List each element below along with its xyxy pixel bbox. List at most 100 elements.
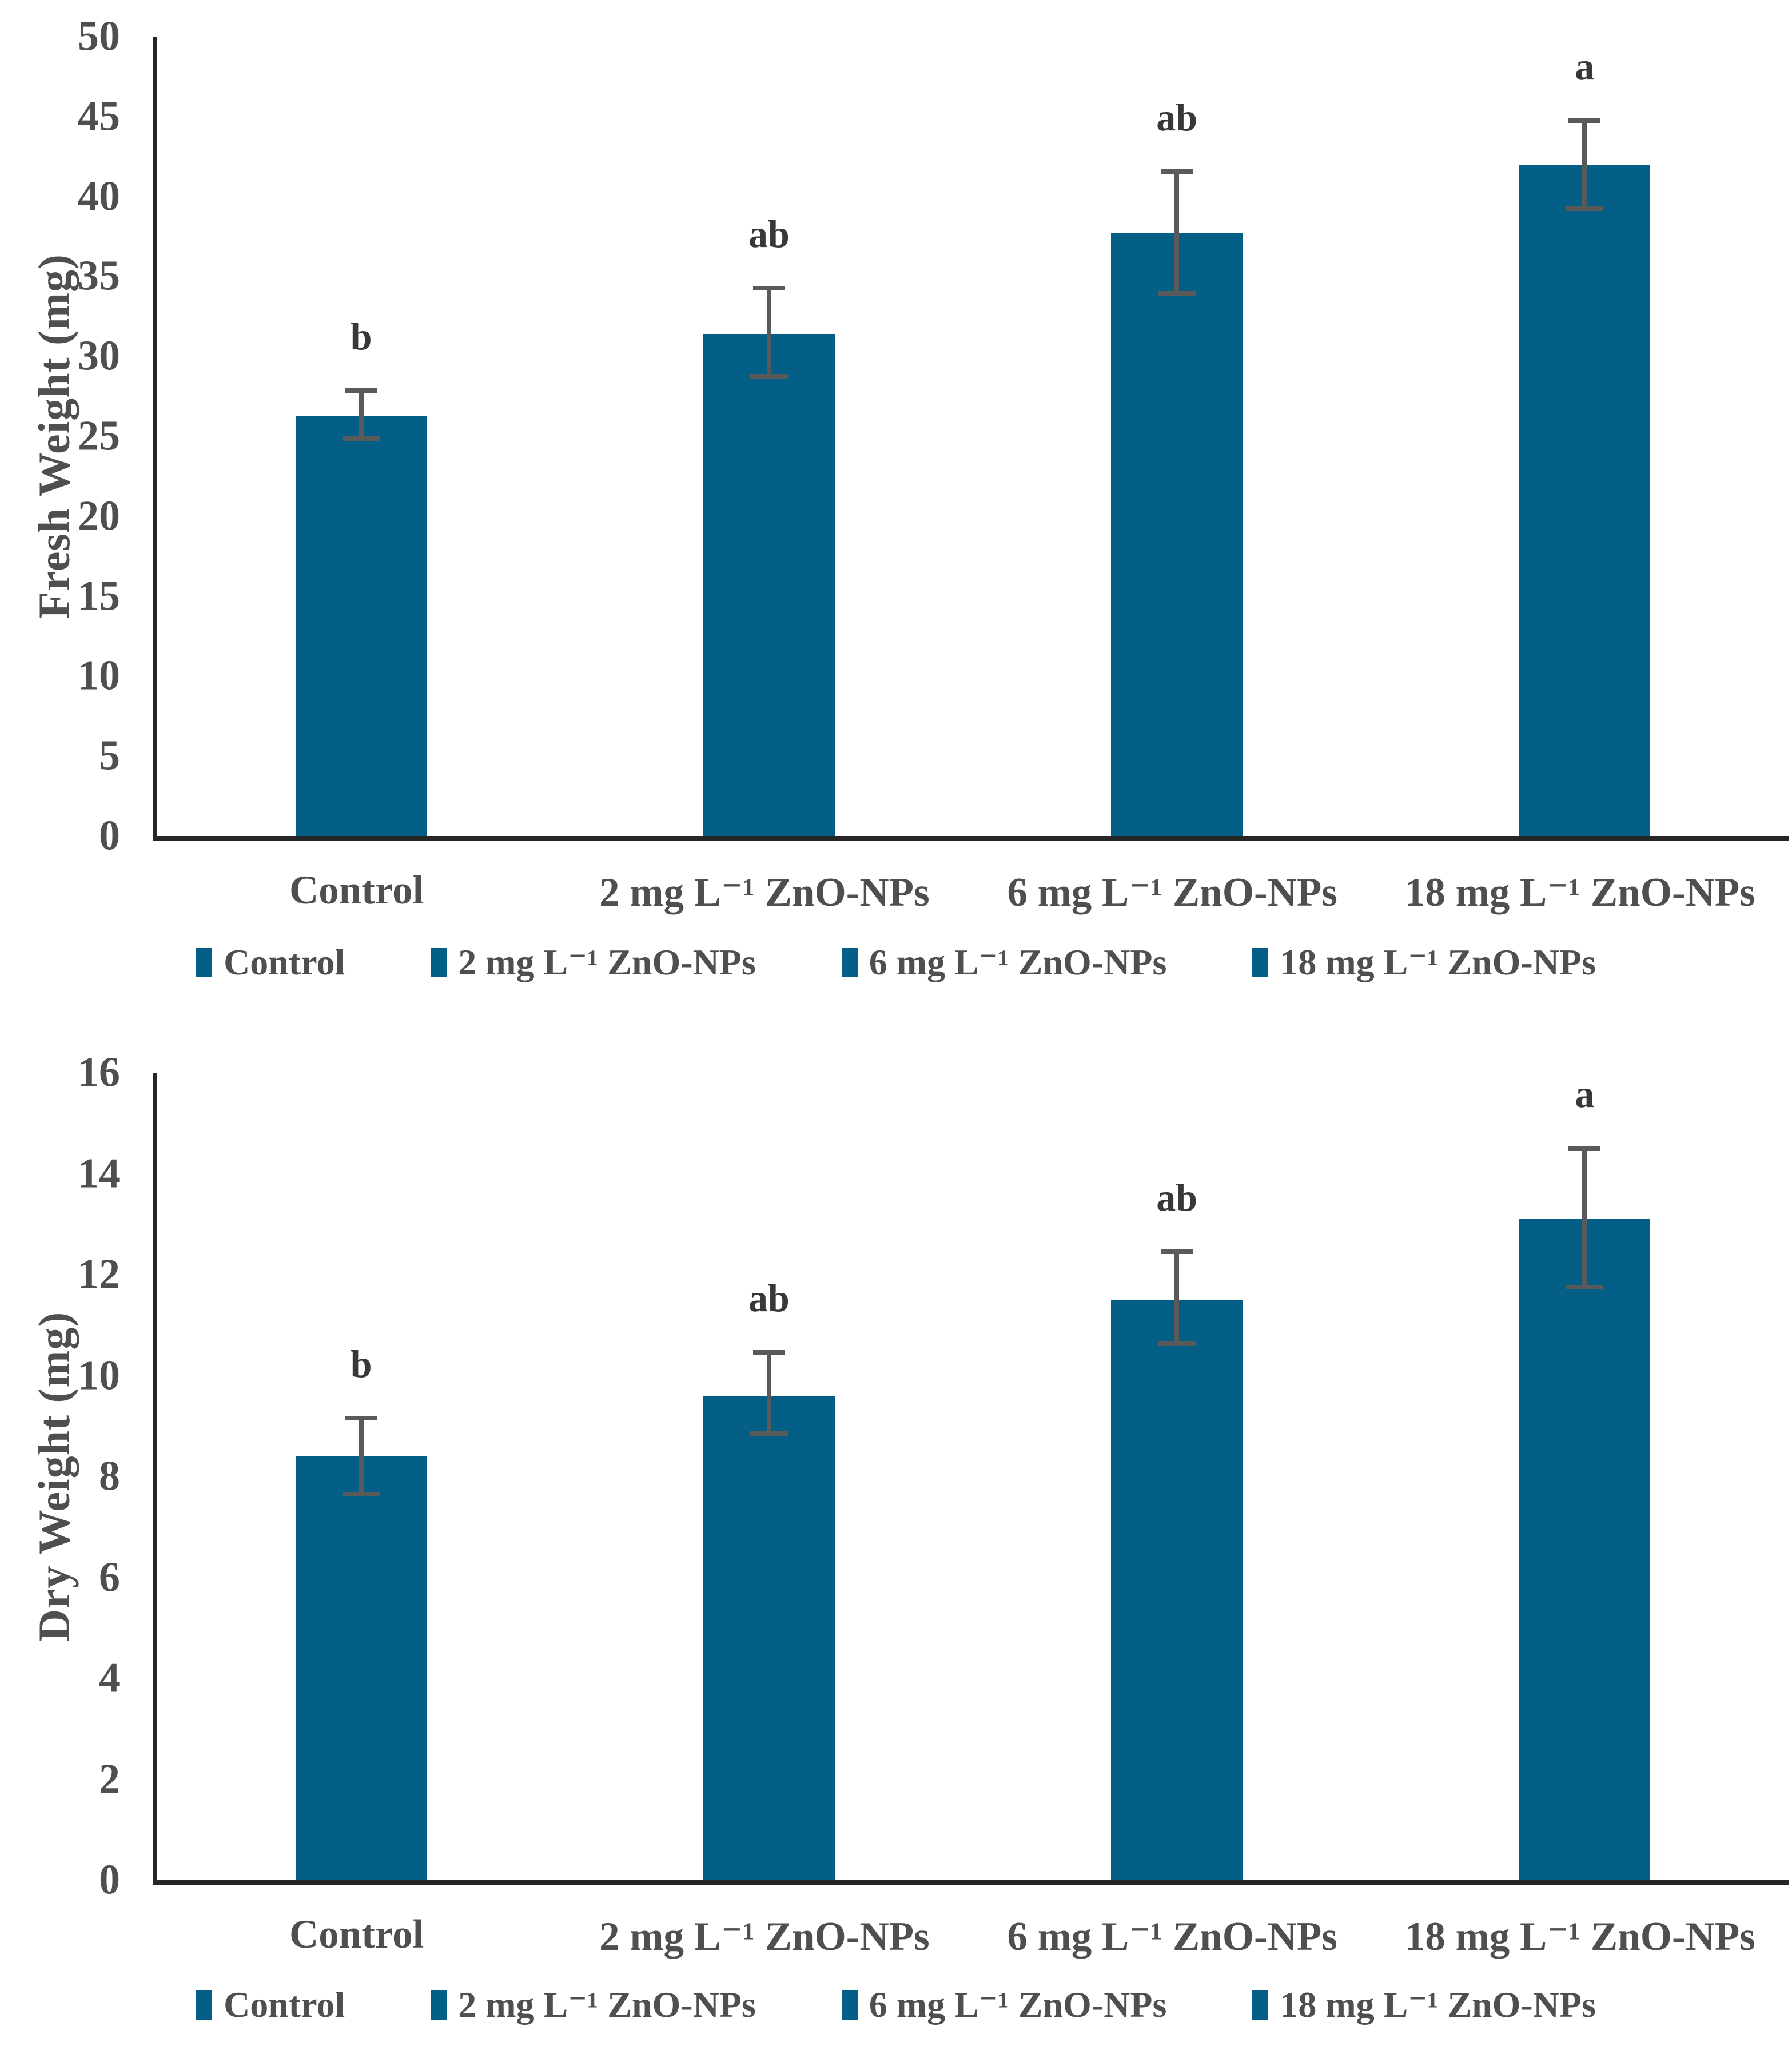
x-category-label: 2 mg L⁻¹ ZnO-NPs xyxy=(599,870,930,915)
y-tick-label: 0 xyxy=(99,1856,120,1904)
error-bar-top-cap xyxy=(1568,1145,1601,1151)
x-axis-labels: Control 2 mg L⁻¹ ZnO-NPs 6 mg L⁻¹ ZnO-NPs 1… xyxy=(153,867,1784,936)
legend-marker-icon xyxy=(431,1989,447,2020)
y-tick-label: 8 xyxy=(99,1452,120,1500)
significance-letter: b xyxy=(350,315,372,359)
error-bar-top-cap xyxy=(1568,118,1601,123)
bar xyxy=(1519,164,1651,836)
x-category-label: 6 mg L⁻¹ ZnO-NPs xyxy=(1007,1914,1337,1959)
x-category-label: Control xyxy=(289,868,424,913)
y-tick-label: 45 xyxy=(78,93,120,140)
legend-item: Control xyxy=(196,1984,345,2026)
error-bar xyxy=(766,286,771,379)
y-tick-label: 12 xyxy=(78,1251,120,1298)
error-bar-bottom-cap xyxy=(1566,206,1604,211)
y-tick-label: 40 xyxy=(78,173,120,220)
significance-letter: a xyxy=(1575,44,1595,88)
y-tick-label: 15 xyxy=(78,572,120,620)
error-bar-bottom-cap xyxy=(1158,1340,1196,1346)
significance-letter: ab xyxy=(748,1276,790,1320)
y-tick-label: 35 xyxy=(78,252,120,300)
legend: Control 2 mg L⁻¹ ZnO-NPs 6 mg L⁻¹ ZnO-NPs 1… xyxy=(0,941,1792,984)
x-category-label: 2 mg L⁻¹ ZnO-NPs xyxy=(599,1914,930,1959)
bar xyxy=(703,1395,835,1880)
x-category-label: 18 mg L⁻¹ ZnO-NPs xyxy=(1404,870,1755,915)
legend-marker-icon xyxy=(196,947,213,977)
legend-label: 2 mg L⁻¹ ZnO-NPs xyxy=(458,942,756,982)
y-tick-label: 14 xyxy=(78,1150,120,1197)
y-tick-label: 0 xyxy=(99,812,120,859)
x-category-label: 6 mg L⁻¹ ZnO-NPs xyxy=(1007,870,1337,915)
y-tick-label: 2 xyxy=(99,1756,120,1802)
legend-item: Control xyxy=(196,941,345,984)
legend-label: 2 mg L⁻¹ ZnO-NPs xyxy=(458,1984,756,2025)
legend-item: 2 mg L⁻¹ ZnO-NPs xyxy=(431,941,756,984)
error-bar-top-cap xyxy=(752,1350,785,1355)
y-axis-tick-labels: 0 5 10 15 20 25 30 35 40 45 50 xyxy=(0,13,120,859)
error-bar-top-cap xyxy=(1161,169,1193,174)
legend-marker-icon xyxy=(196,1989,213,2020)
significance-letter: ab xyxy=(748,212,790,256)
legend-item: 18 mg L⁻¹ ZnO-NPs xyxy=(1252,1983,1596,2026)
bar xyxy=(703,334,835,836)
bar xyxy=(1111,233,1243,836)
error-bar-top-cap xyxy=(345,1416,377,1421)
y-tick-label: 20 xyxy=(78,492,120,540)
y-tick-label: 50 xyxy=(78,13,120,60)
y-tick-label: 16 xyxy=(78,1049,120,1096)
legend: Control 2 mg L⁻¹ ZnO-NPs 6 mg L⁻¹ ZnO-NPs 1… xyxy=(0,1983,1792,2026)
error-bar xyxy=(1174,1249,1180,1346)
significance-letter: ab xyxy=(1156,1175,1198,1219)
legend-item: 18 mg L⁻¹ ZnO-NPs xyxy=(1252,941,1596,984)
legend-label: 18 mg L⁻¹ ZnO-NPs xyxy=(1280,1984,1596,2025)
legend-item: 6 mg L⁻¹ ZnO-NPs xyxy=(841,1983,1167,2026)
legend-label: 6 mg L⁻¹ ZnO-NPs xyxy=(869,942,1167,982)
y-tick-label: 5 xyxy=(99,732,120,779)
y-tick-label: 4 xyxy=(99,1654,120,1702)
error-bar xyxy=(1582,1145,1587,1290)
y-tick-label: 10 xyxy=(78,1352,120,1399)
significance-letter: ab xyxy=(1156,95,1198,140)
bar xyxy=(295,415,427,836)
y-tick-label: 10 xyxy=(78,652,120,699)
legend-item: 2 mg L⁻¹ ZnO-NPs xyxy=(431,1983,756,2026)
x-category-label: Control xyxy=(289,1912,424,1957)
error-bar-top-cap xyxy=(1161,1249,1193,1254)
bar xyxy=(1519,1219,1651,1880)
error-bar xyxy=(1582,118,1587,211)
error-bar-bottom-cap xyxy=(1158,290,1196,296)
error-bar-bottom-cap xyxy=(750,1431,788,1436)
y-tick-label: 6 xyxy=(99,1554,120,1601)
significance-letter: b xyxy=(350,1342,372,1386)
legend-label: 18 mg L⁻¹ ZnO-NPs xyxy=(1280,942,1596,982)
legend-label: Control xyxy=(224,1984,345,2025)
error-bar xyxy=(359,388,364,441)
error-bar-bottom-cap xyxy=(750,374,788,379)
significance-letter: a xyxy=(1575,1072,1595,1116)
dry-weight-chart: Dry Weight (mg) 0 2 4 6 8 10 12 14 16 b ab ab a Con… xyxy=(0,1027,1792,2054)
bar xyxy=(295,1456,427,1880)
legend-label: Control xyxy=(224,941,345,982)
y-axis-tick-labels: 0 2 4 6 8 10 12 14 16 xyxy=(0,1049,120,1904)
plot-area: b ab ab a xyxy=(153,37,1789,841)
error-bar-top-cap xyxy=(752,286,785,291)
x-category-label: 18 mg L⁻¹ ZnO-NPs xyxy=(1404,1914,1755,1959)
legend-item: 6 mg L⁻¹ ZnO-NPs xyxy=(841,941,1167,984)
legend-label: 6 mg L⁻¹ ZnO-NPs xyxy=(869,1984,1167,2025)
error-bar xyxy=(359,1416,364,1497)
error-bar xyxy=(1174,169,1180,296)
fresh-weight-chart: Fresh Weight (mg) 0 5 10 15 20 25 30 35 40 45 50 b… xyxy=(0,13,1792,984)
error-bar-bottom-cap xyxy=(1566,1285,1604,1290)
bar xyxy=(1111,1300,1243,1880)
y-tick-label: 25 xyxy=(78,412,120,460)
legend-marker-icon xyxy=(841,947,858,977)
error-bar-bottom-cap xyxy=(342,436,380,441)
legend-marker-icon xyxy=(431,947,447,977)
error-bar-bottom-cap xyxy=(342,1492,380,1497)
plot-area: b ab ab a xyxy=(153,1072,1789,1885)
legend-marker-icon xyxy=(841,1989,858,2020)
y-tick-label: 30 xyxy=(78,332,120,380)
error-bar xyxy=(766,1350,771,1436)
legend-marker-icon xyxy=(1252,947,1269,977)
